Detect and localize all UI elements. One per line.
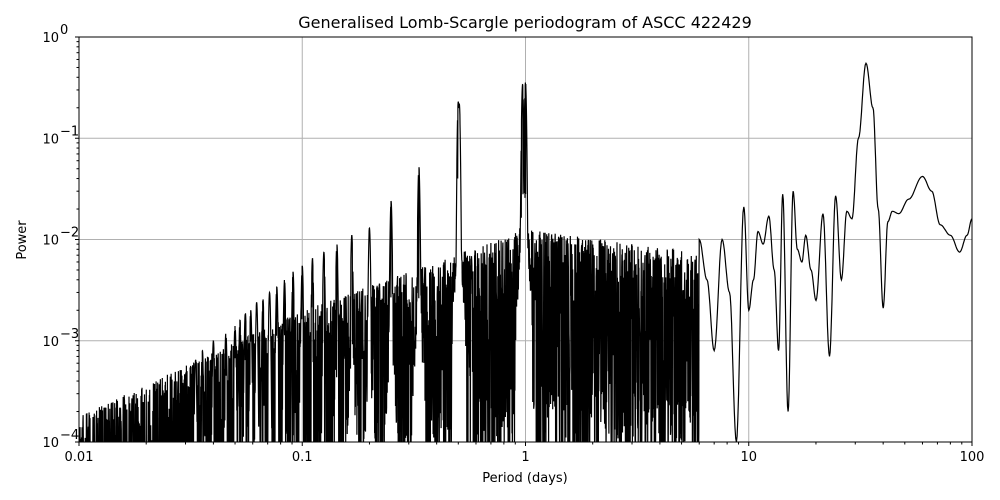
x-tick-label: 0.1: [292, 450, 313, 465]
y-tick-exponent: 0: [60, 23, 68, 38]
x-tick-label: 0.01: [65, 450, 94, 465]
y-tick-exponent: −4: [60, 428, 79, 443]
y-tick-exponent: −1: [60, 124, 79, 139]
y-tick-label: 10: [42, 132, 59, 147]
y-tick-label: 10: [42, 436, 59, 451]
y-tick-exponent: −2: [60, 226, 79, 241]
y-tick-exponent: −3: [60, 327, 79, 342]
x-tick-label: 10: [740, 450, 757, 465]
x-axis-ticks: 0.01 0.1 1 10 100: [65, 442, 985, 465]
y-tick-label: 10: [42, 234, 59, 249]
chart-title: Generalised Lomb-Scargle periodogram of …: [298, 13, 752, 32]
x-tick-label: 1: [521, 450, 529, 465]
x-tick-label: 100: [960, 450, 985, 465]
power-curve: [79, 62, 972, 442]
periodogram-line: [79, 62, 972, 442]
y-tick-label: 10: [42, 335, 59, 350]
x-axis-label: Period (days): [482, 471, 568, 486]
y-tick-label: 10: [42, 31, 59, 46]
y-axis-label: Power: [15, 220, 30, 260]
